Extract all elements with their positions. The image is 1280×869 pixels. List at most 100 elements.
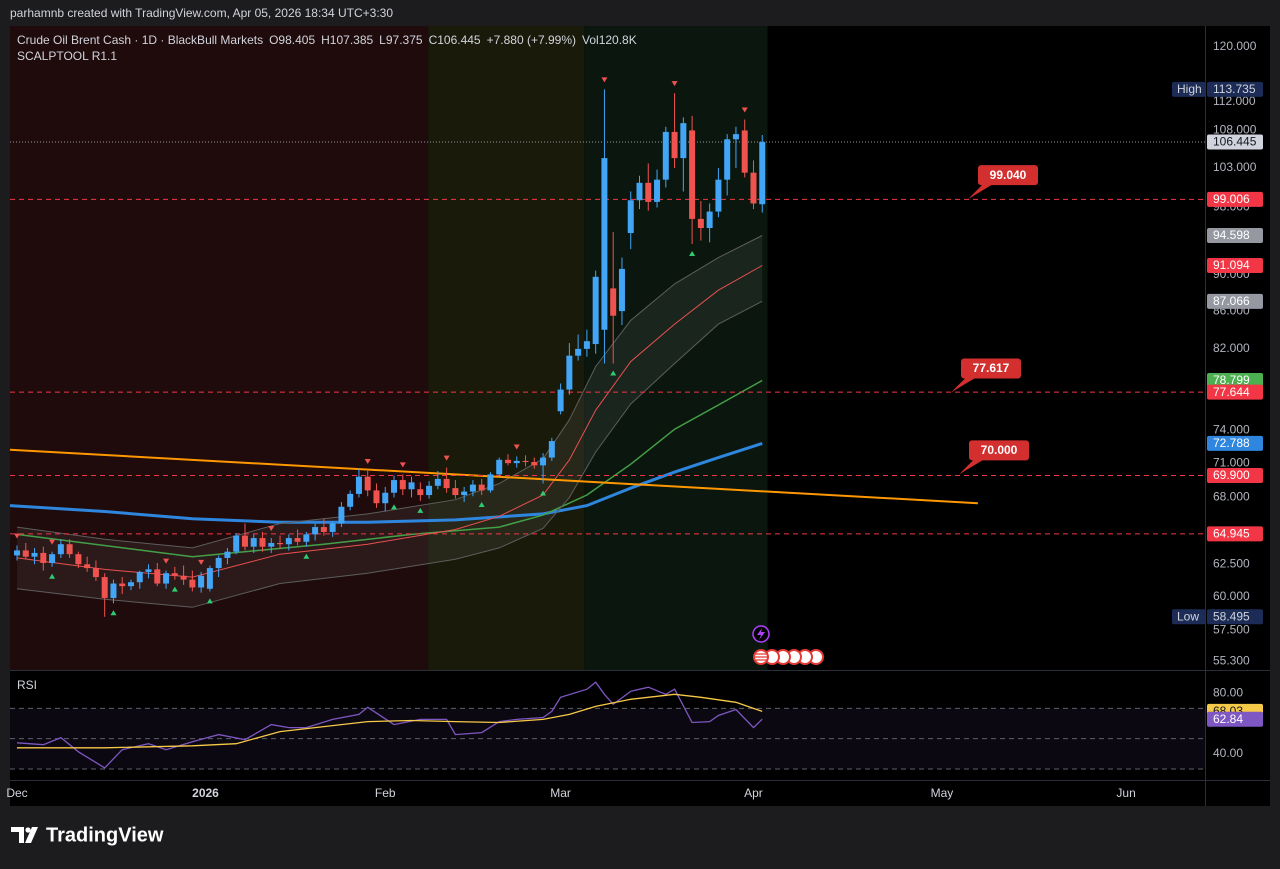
candle-body [662, 131, 669, 180]
candle-body [522, 460, 529, 463]
candle-body [14, 550, 21, 556]
y-tick-label: 68.000 [1213, 490, 1250, 504]
candle-body [101, 577, 108, 598]
candle-body [496, 459, 503, 475]
candle-body [636, 182, 643, 201]
y-tick-label: 80.00 [1213, 685, 1243, 699]
legend-high: H107.385 [321, 33, 373, 47]
line-tag: 78.799 [1207, 372, 1263, 388]
candle-body [741, 130, 748, 173]
callout-label: 77.617 [973, 361, 1010, 375]
x-tick-label: Dec [6, 786, 27, 800]
candle-body [724, 139, 731, 180]
candle-body [206, 568, 213, 589]
legend: Crude Oil Brent Cash · 1D · BlackBull Ma… [17, 33, 637, 47]
y-tick-label: 40.00 [1213, 746, 1243, 760]
y-tick-label: 55.300 [1213, 654, 1250, 668]
x-tick-label: May [931, 786, 954, 800]
rsi-line [17, 693, 763, 749]
candle-body [145, 569, 152, 572]
candle-body [224, 551, 231, 558]
level-tag: 69.900 [1207, 468, 1263, 484]
candle-body [601, 158, 608, 330]
rsi-title: RSI [17, 678, 37, 692]
caption: parhamnb created with TradingView.com, A… [10, 6, 393, 20]
candle-body [452, 488, 459, 496]
line-tag-text: 87.066 [1213, 294, 1250, 308]
line-tag-box [1207, 435, 1263, 451]
x-tick-label: 2026 [192, 786, 219, 800]
candle-body [610, 288, 617, 316]
indicator-line [16, 235, 763, 549]
candle-body [22, 550, 29, 557]
line-tag-box [1207, 372, 1263, 388]
level-tag: 64.945 [1207, 526, 1263, 542]
line-tag-text: 94.598 [1213, 228, 1250, 242]
candle-body [66, 544, 73, 555]
y-tick-label: 71.000 [1213, 455, 1250, 469]
low-marker-label: Low [1177, 609, 1199, 623]
level-tag: 77.644 [1207, 384, 1263, 400]
candle-body [654, 179, 661, 202]
buy-signal [610, 370, 617, 376]
level-tag-text: 64.945 [1213, 527, 1250, 541]
candle-body [592, 276, 599, 345]
line-tag-box [1207, 257, 1263, 273]
candle-body [706, 211, 713, 229]
candle-body [697, 218, 704, 229]
candle-body [329, 523, 336, 532]
line-tag: 94.598 [1207, 228, 1263, 244]
y-tick-label: 120.000 [1213, 39, 1257, 53]
sell-signal [163, 558, 170, 564]
candle-body [75, 554, 82, 565]
level-tag: 99.006 [1207, 191, 1263, 207]
symbol: Crude Oil Brent Cash · 1D · BlackBull Ma… [17, 33, 263, 47]
sell-signal [443, 455, 450, 461]
indicator-line [9, 448, 978, 505]
candle-body [443, 478, 450, 489]
brand-logo [11, 827, 38, 843]
candle-body [40, 552, 47, 564]
level-tag-box [1207, 384, 1263, 400]
candle-body [382, 492, 389, 504]
candle-body [548, 441, 555, 458]
buy-signal [417, 507, 424, 513]
buy-signal [478, 502, 485, 508]
candle-body [49, 554, 56, 564]
sell-signal [601, 77, 608, 83]
candle-body [312, 527, 319, 535]
candle-body [680, 123, 687, 159]
brand: TradingView [46, 824, 164, 846]
candle-body [250, 538, 257, 547]
zone [428, 26, 585, 670]
level-tag-box [1207, 191, 1263, 207]
callout-pointer [951, 374, 981, 393]
y-tick-label: 103.000 [1213, 160, 1257, 174]
candle-body [285, 538, 292, 545]
callout-box [961, 358, 1021, 379]
candle-body [469, 484, 476, 492]
event-icons [752, 625, 824, 665]
x-tick-label: Apr [744, 786, 763, 800]
candle-body [575, 348, 582, 356]
rsi-tag: 62.84 [1207, 711, 1263, 727]
candle-body [434, 478, 441, 486]
legend-close: C106.445 [429, 33, 481, 47]
candle-body [373, 490, 380, 504]
candle-body [163, 573, 170, 584]
callout-pointer [968, 181, 998, 200]
candle-body [487, 474, 494, 491]
candle-body [136, 571, 143, 583]
y-tick-label: 112.000 [1213, 94, 1256, 108]
buy-signal [391, 504, 398, 510]
logo-dot [25, 827, 31, 833]
rsi-tag-box [1207, 711, 1263, 727]
candle-body [531, 462, 538, 466]
high-marker-tag-box [1207, 81, 1263, 97]
x-tick-label: Mar [550, 786, 571, 800]
line-tag: 87.066 [1207, 293, 1263, 309]
buy-signal [206, 598, 213, 604]
rsi-line [16, 681, 763, 769]
callout: 99.040 [968, 165, 1038, 200]
